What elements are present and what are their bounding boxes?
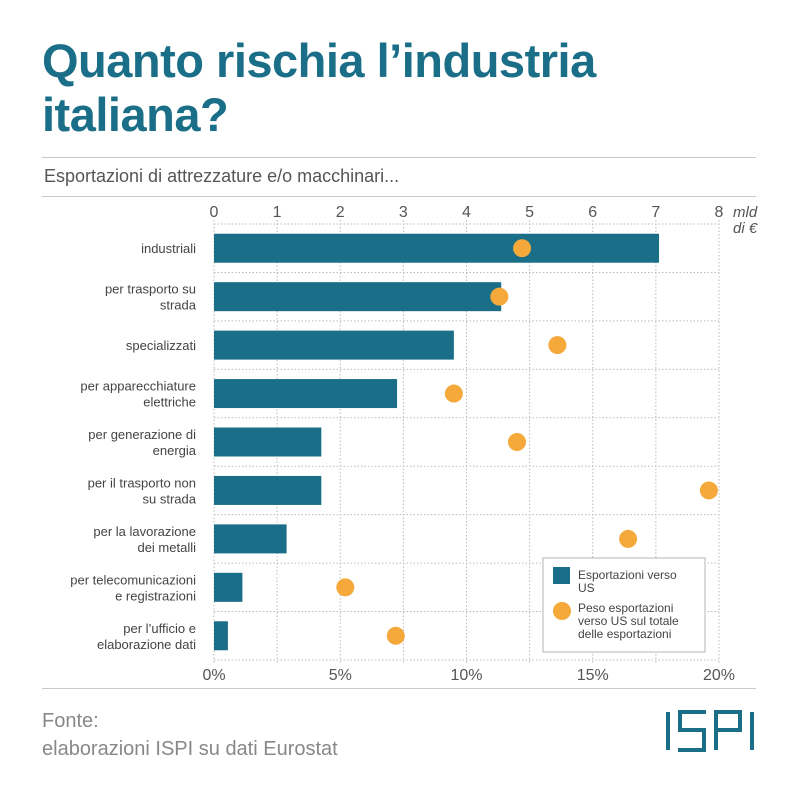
dot xyxy=(444,384,463,403)
legend-label: delle esportazioni xyxy=(578,627,671,641)
subtitle-divider xyxy=(42,196,756,197)
top-tick-label: 3 xyxy=(399,204,408,221)
top-tick-label: 2 xyxy=(336,204,345,221)
top-axis-unit: di € xyxy=(733,220,758,237)
bar xyxy=(214,233,660,263)
ispi-logo xyxy=(666,710,754,752)
legend-square-swatch xyxy=(553,567,570,584)
dot xyxy=(699,481,718,500)
category-label: industriali xyxy=(141,241,196,256)
dot xyxy=(548,336,567,355)
top-tick-label: 0 xyxy=(210,204,219,221)
top-tick-label: 1 xyxy=(273,204,282,221)
page-title: Quanto rischia l’industria italiana? xyxy=(42,34,596,141)
dot xyxy=(508,433,526,451)
dot xyxy=(513,239,532,258)
legend-label: US xyxy=(578,581,595,595)
bar xyxy=(214,427,322,457)
source-label: Fonte: xyxy=(42,710,99,732)
top-tick-label: 7 xyxy=(651,204,660,221)
source-text: elaborazioni ISPI su dati Eurostat xyxy=(42,738,338,760)
category-label: energia xyxy=(153,443,197,458)
category-label: per la lavorazione xyxy=(93,524,196,539)
bottom-tick-label: 5% xyxy=(329,667,352,684)
bottom-tick-label: 15% xyxy=(577,667,609,684)
legend-label: verso US sul totale xyxy=(578,614,679,628)
category-label: per l’ufficio e xyxy=(123,621,196,636)
bar xyxy=(214,282,502,312)
top-tick-label: 5 xyxy=(525,204,534,221)
dot xyxy=(490,287,509,306)
dot xyxy=(336,578,355,597)
top-axis-unit: mld xyxy=(733,204,758,221)
bottom-tick-label: 10% xyxy=(450,667,482,684)
category-label: per telecomunicazioni xyxy=(70,572,196,587)
top-tick-label: 6 xyxy=(588,204,597,221)
bar xyxy=(214,475,322,505)
bar xyxy=(214,524,287,554)
category-label: per il trasporto non xyxy=(88,475,196,490)
category-label: per apparecchiature xyxy=(80,379,196,394)
chart-subtitle: Esportazioni di attrezzature e/o macchin… xyxy=(44,166,400,186)
category-label: elettriche xyxy=(143,395,196,410)
category-label: dei metalli xyxy=(137,540,196,555)
category-label: per generazione di xyxy=(88,427,196,442)
category-label: e registrazioni xyxy=(115,588,196,603)
category-label: su strada xyxy=(143,491,197,506)
legend-label: Esportazioni verso xyxy=(578,568,677,582)
category-label: per trasporto su xyxy=(105,282,196,297)
dot xyxy=(386,626,405,645)
dot xyxy=(619,529,638,548)
legend-circle-swatch xyxy=(553,602,571,620)
top-tick-label: 4 xyxy=(462,204,471,221)
category-label: strada xyxy=(160,298,197,313)
title-divider xyxy=(42,157,756,158)
bar xyxy=(214,572,243,602)
bar xyxy=(214,621,228,651)
bottom-tick-label: 20% xyxy=(703,667,735,684)
footer-divider xyxy=(42,688,756,689)
category-label: elaborazione dati xyxy=(97,637,196,652)
bar xyxy=(214,330,454,360)
top-tick-label: 8 xyxy=(715,204,724,221)
bottom-tick-label: 0% xyxy=(202,667,225,684)
legend-label: Peso esportazioni xyxy=(578,601,673,615)
category-label: specializzati xyxy=(126,338,196,353)
bar xyxy=(214,379,398,409)
